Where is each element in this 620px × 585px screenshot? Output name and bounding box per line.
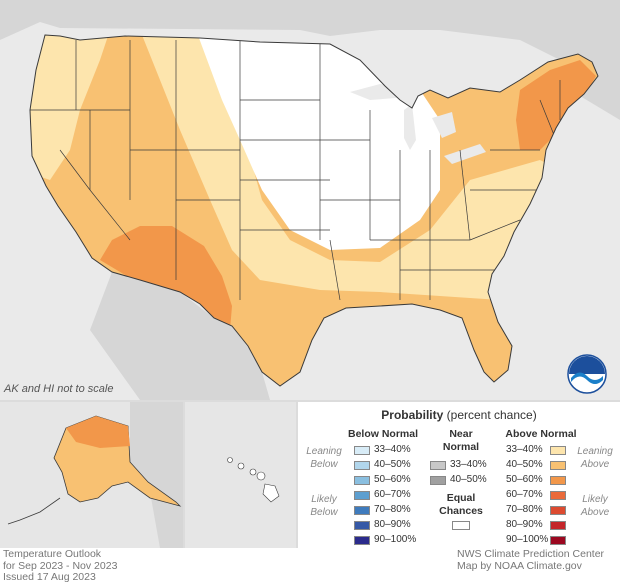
- leaning-above-label: Leaning Above: [572, 445, 618, 471]
- footer-right: NWS Climate Prediction Center Map by NOA…: [457, 548, 617, 572]
- aleutians: [7, 497, 61, 525]
- above-normal-heading: Above Normal: [505, 428, 577, 440]
- canada-land: [0, 0, 620, 120]
- likely-below-label: Likely Below: [300, 493, 348, 519]
- above-normal-swatch: [550, 536, 566, 545]
- below-normal-range-label: 50–60%: [374, 474, 411, 485]
- below-normal-range-label: 80–90%: [374, 519, 411, 530]
- lake-michigan: [404, 104, 416, 150]
- below-normal-swatch: [354, 446, 370, 455]
- alaska-svg: [7, 402, 183, 548]
- near-normal-heading-1: Near: [449, 428, 473, 440]
- shade-above-50-60-ne: [516, 60, 596, 150]
- leaning-above-1: Leaning: [577, 446, 613, 457]
- above-normal-range-label: 33–40%: [506, 444, 543, 455]
- near-normal-heading-2: Normal: [442, 441, 480, 453]
- likely-below-2: Below: [310, 507, 338, 518]
- below-normal-heading: Below Normal: [347, 428, 418, 440]
- above-normal-swatch: [550, 506, 566, 515]
- near-normal-swatch: [430, 461, 446, 470]
- big-island: [262, 483, 280, 503]
- footer: Temperature Outlook for Sep 2023 - Nov 2…: [0, 548, 620, 585]
- above-normal-swatch: [550, 476, 566, 485]
- credit-climate-gov: Map by NOAA Climate.gov: [457, 559, 582, 572]
- hawaii-inset: [185, 402, 296, 548]
- issued-date: Issued 17 Aug 2023: [3, 571, 96, 583]
- mexico-land: [90, 272, 270, 400]
- above-normal-swatch: [550, 521, 566, 530]
- lake-erie: [444, 144, 486, 164]
- lake-huron: [432, 112, 456, 138]
- below-normal-range-label: 70–80%: [374, 504, 411, 515]
- likely-above-label: Likely Above: [572, 493, 618, 519]
- above-normal-swatch: [550, 446, 566, 455]
- above-normal-swatch: [550, 491, 566, 500]
- below-normal-swatch: [354, 461, 370, 470]
- above-normal-range-label: 80–90%: [506, 519, 543, 530]
- equal-chances-heading-2: Chances: [439, 505, 483, 517]
- leaning-below-1: Leaning: [306, 446, 342, 457]
- near-normal-swatch: [430, 476, 446, 485]
- credit-cpc: NWS Climate Prediction Center: [457, 548, 605, 560]
- us-outline: [29, 34, 599, 387]
- canada-ak-land: [130, 402, 183, 548]
- alaska-north-shade: [66, 416, 130, 448]
- alaska-inset: [0, 402, 183, 548]
- maui: [256, 471, 266, 481]
- above-normal-swatch: [550, 461, 566, 470]
- below-normal-range-label: 60–70%: [374, 489, 411, 500]
- leaning-below-2: Below: [310, 459, 338, 470]
- leaning-below-label: Leaning Below: [300, 445, 348, 471]
- hawaii-svg: [227, 457, 280, 503]
- above-normal-range-label: 40–50%: [506, 459, 543, 470]
- legend-title: Probability (percent chance): [298, 408, 620, 422]
- likely-above-2: Above: [580, 507, 610, 518]
- near-normal-range-label: 40–50%: [450, 474, 487, 485]
- noaa-logo-icon: [567, 354, 607, 394]
- molokai: [249, 468, 257, 476]
- kauai: [227, 457, 233, 463]
- below-normal-range-label: 33–40%: [374, 444, 411, 455]
- below-normal-range-label: 90–100%: [374, 534, 417, 545]
- likely-below-1: Likely: [311, 494, 337, 505]
- above-normal-range-label: 60–70%: [506, 489, 543, 500]
- footer-left: Temperature Outlook for Sep 2023 - Nov 2…: [3, 548, 118, 584]
- outlook-title: Temperature Outlook: [3, 548, 102, 560]
- above-normal-range-label: 50–60%: [506, 474, 543, 485]
- above-normal-range-label: 90–100%: [506, 534, 549, 545]
- below-normal-swatch: [354, 506, 370, 515]
- shade-above-33-40-band: [140, 35, 560, 300]
- below-normal-swatch: [354, 476, 370, 485]
- conus-map: AK and HI not to scale: [0, 0, 620, 400]
- legend-title-main: Probability: [381, 408, 444, 422]
- oahu: [237, 462, 245, 470]
- leaning-above-2: Above: [580, 459, 610, 470]
- below-normal-swatch: [354, 521, 370, 530]
- equal-chances-heading-1: Equal: [446, 492, 476, 504]
- conus-outlook-svg: [0, 0, 620, 400]
- equal-chances-swatch: [452, 521, 470, 530]
- outlook-period: for Sep 2023 - Nov 2023: [3, 559, 118, 572]
- shade-above-33-40-pnw: [30, 35, 110, 180]
- below-normal-swatch: [354, 536, 370, 545]
- below-normal-swatch: [354, 491, 370, 500]
- probability-legend: Probability (percent chance) Below Norma…: [298, 402, 620, 548]
- below-normal-range-label: 40–50%: [374, 459, 411, 470]
- legend-title-sub: (percent chance): [446, 408, 537, 422]
- near-normal-range-label: 33–40%: [450, 459, 487, 470]
- above-normal-range-label: 70–80%: [506, 504, 543, 515]
- likely-above-1: Likely: [582, 494, 608, 505]
- scale-note: AK and HI not to scale: [4, 383, 114, 395]
